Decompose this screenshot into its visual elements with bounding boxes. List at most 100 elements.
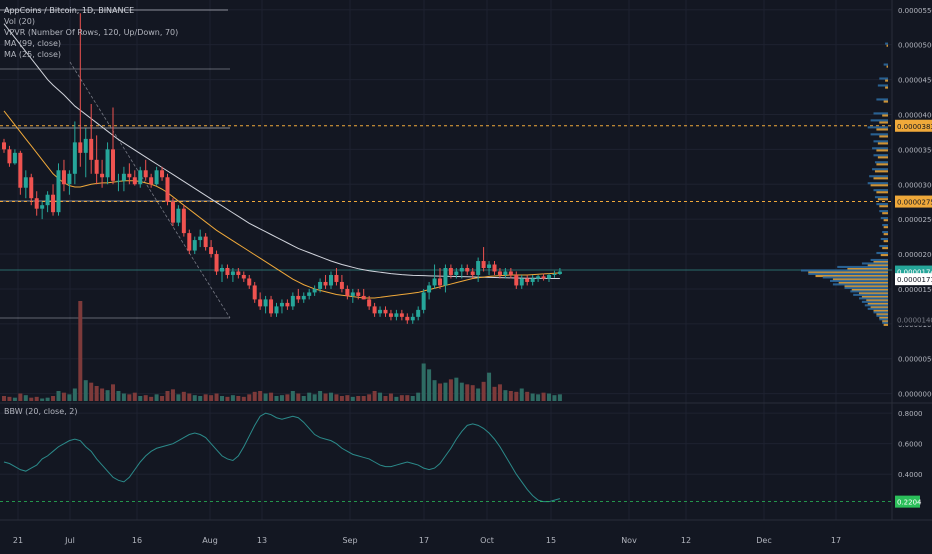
- candle-body: [492, 264, 497, 272]
- bbw-legend[interactable]: BBW (20, close, 2): [4, 407, 78, 416]
- price-tick-label: 0.00002500: [898, 216, 932, 224]
- candle-body: [356, 292, 361, 296]
- volume-bar: [465, 384, 470, 401]
- price-tick-label: 0.00004000: [898, 111, 932, 119]
- volume-bar: [263, 393, 268, 401]
- volume-bar: [18, 393, 23, 401]
- price-tick-label: 0.00003500: [898, 146, 932, 154]
- candle-body: [552, 274, 557, 276]
- candle-body: [399, 313, 404, 317]
- bbw-tick-label: 0.4000: [898, 471, 923, 479]
- vpvr-bar-up: [876, 203, 888, 206]
- volume-bar: [236, 396, 241, 401]
- candle-body: [34, 198, 39, 209]
- vpvr-bar-down: [851, 288, 888, 292]
- time-tick-label: 17: [419, 536, 429, 545]
- vpvr-bar-up: [869, 175, 888, 178]
- candle-body: [350, 292, 355, 296]
- candle-body: [230, 271, 235, 275]
- candle-body: [72, 142, 77, 174]
- vpvr-bar-up: [879, 244, 888, 248]
- bbw-tick-label: 0.8000: [898, 410, 923, 418]
- vpvr-bar-down: [870, 306, 888, 309]
- prev-close-price-label-bg: [895, 273, 932, 286]
- volume-bar: [111, 384, 115, 401]
- vpvr-bar-down: [877, 198, 888, 201]
- volume-bar: [181, 391, 186, 401]
- volume-bar: [508, 391, 513, 401]
- vpvr-bar-up: [853, 293, 888, 296]
- vpvr-bar-up: [801, 269, 888, 272]
- vpvr-bar-down: [882, 320, 888, 323]
- time-tick-label: 12: [681, 536, 691, 545]
- candle-body: [329, 274, 333, 286]
- volume-bar: [154, 394, 159, 401]
- vpvr-bar-up: [879, 318, 888, 321]
- candle-body: [296, 295, 301, 300]
- volume-bar: [116, 391, 121, 401]
- candle-body: [536, 276, 541, 279]
- ma99-line: [3, 23, 560, 279]
- volume-bar: [192, 395, 197, 401]
- volume-bar: [497, 384, 502, 401]
- volume-bar: [94, 386, 99, 401]
- volume-bar: [536, 394, 541, 401]
- vpvr-bar-down: [883, 323, 888, 326]
- time-tick-label: Aug: [202, 536, 218, 545]
- current-price-label: 0.00001749: [897, 269, 932, 277]
- candle-body: [443, 268, 448, 286]
- candle-body: [45, 194, 50, 206]
- volume-bar: [176, 394, 181, 401]
- symbol-legend[interactable]: AppCoins / Bitcoin, 1D, BINANCE: [4, 6, 135, 15]
- vpvr-bar-up: [873, 140, 888, 143]
- volume-bar: [143, 395, 148, 401]
- volume-bar: [225, 396, 230, 401]
- vpvr-bar-up: [873, 112, 888, 115]
- ma99-legend[interactable]: MA (99, close): [4, 39, 62, 48]
- vol-legend[interactable]: Vol (20): [4, 17, 35, 26]
- ma25-legend[interactable]: MA (25, close): [4, 50, 62, 59]
- vpvr-bar-up: [872, 168, 888, 171]
- vpvr-bar-up: [870, 258, 888, 262]
- volume-bar: [557, 394, 562, 401]
- volume-bar: [198, 396, 203, 401]
- vpvr-bar-up: [872, 147, 888, 150]
- price-tick-label: 0.00002000: [898, 251, 932, 259]
- support-price-label-bg: [895, 195, 932, 208]
- volume-bar: [356, 396, 361, 401]
- vpvr-bar-up: [874, 196, 888, 199]
- volume-bar: [470, 385, 475, 401]
- candle-body: [220, 268, 224, 272]
- hidden-price-label: 0.00001400: [897, 317, 932, 325]
- candle-body: [18, 152, 23, 188]
- vpvr-bar-down: [873, 261, 888, 264]
- vpvr-bar-up: [850, 290, 888, 293]
- vpvr-bar-up: [880, 217, 888, 220]
- candle-body: [160, 170, 165, 178]
- bbw-tick-label: 0.6000: [898, 441, 923, 449]
- candle-body: [263, 299, 268, 307]
- volume-bar: [247, 394, 252, 401]
- vpvr-bar-down: [880, 254, 888, 257]
- vpvr-bar-down: [886, 65, 888, 68]
- candle-body: [557, 271, 562, 275]
- volume-bar: [89, 382, 94, 401]
- candle-body: [100, 173, 105, 178]
- vpvr-bar-down: [876, 128, 888, 131]
- bbw-current-label: 0.2204: [897, 499, 922, 507]
- vpvr-legend[interactable]: VPVR (Number Of Rows, 120, Up/Down, 70): [4, 28, 179, 37]
- vpvr-bar-down: [866, 299, 888, 302]
- price-tick-label: 0.00000000: [898, 391, 932, 399]
- volume-bar: [383, 396, 388, 401]
- candle-body: [214, 254, 219, 272]
- candle-body: [525, 278, 530, 282]
- vpvr-bar-down: [876, 191, 888, 194]
- volume-bar: [149, 396, 154, 401]
- vpvr-bar-down: [883, 226, 888, 229]
- vpvr-bar-down: [883, 100, 888, 103]
- volume-bar: [438, 383, 442, 401]
- volume-bar: [514, 391, 519, 401]
- vpvr-bar-down: [877, 156, 888, 159]
